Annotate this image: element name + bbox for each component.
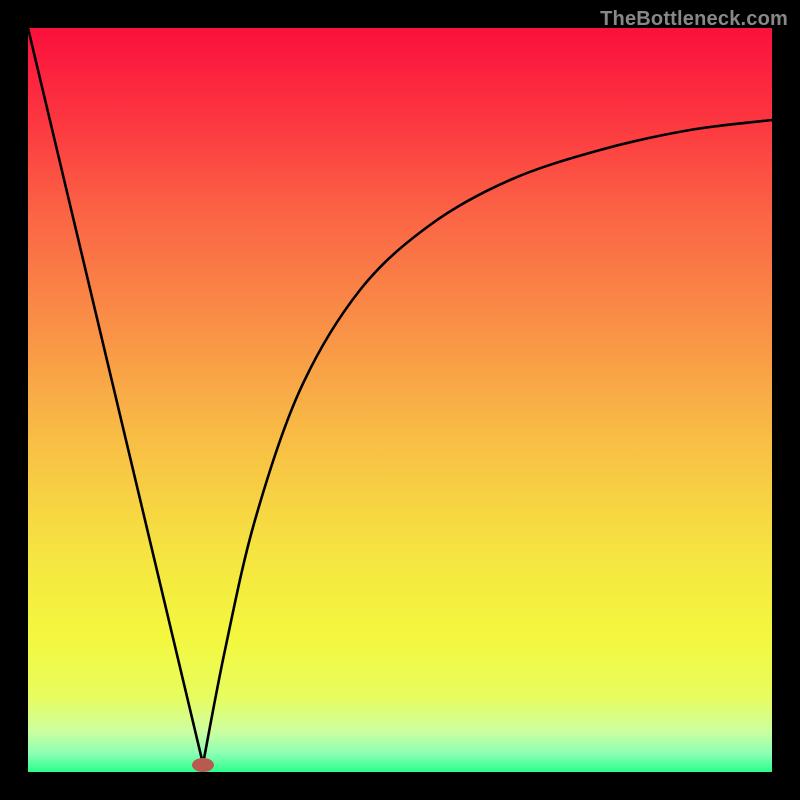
gradient-background bbox=[28, 28, 772, 772]
apex-marker bbox=[192, 758, 214, 772]
watermark-text: TheBottleneck.com bbox=[600, 8, 788, 31]
chart-svg bbox=[0, 0, 800, 800]
chart-frame: TheBottleneck.com bbox=[0, 0, 800, 800]
